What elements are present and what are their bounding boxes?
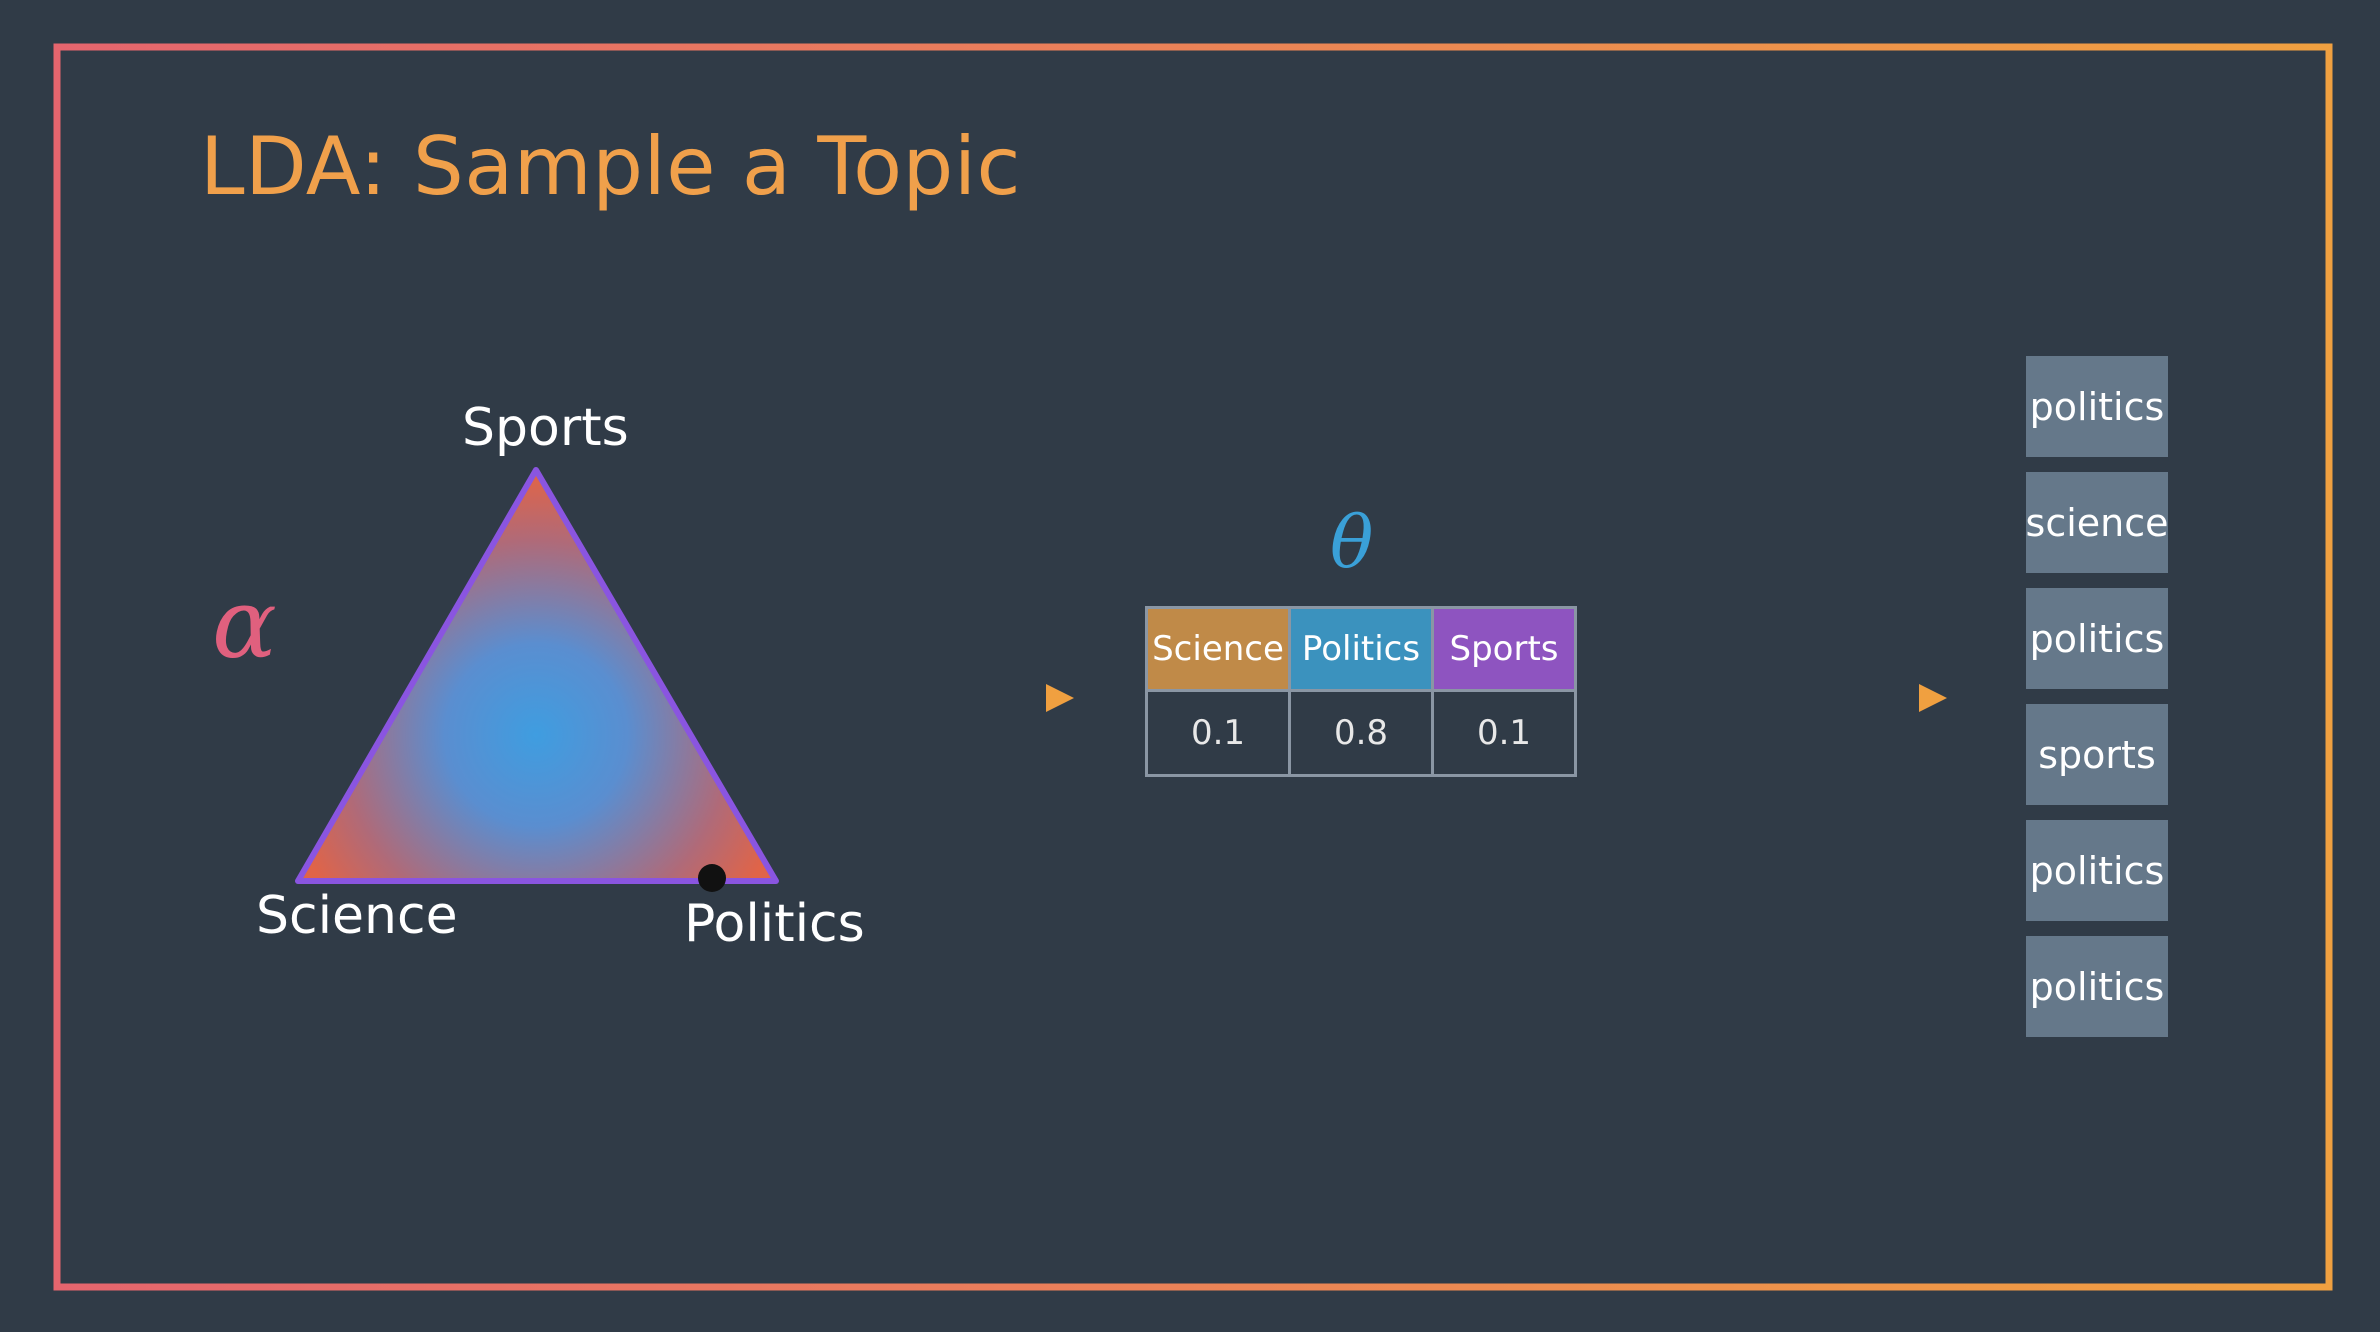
theta-distribution-table: Science Politics Sports 0.1 0.8 0.1 (1145, 606, 1577, 777)
theta-header-politics: Politics (1288, 606, 1434, 692)
theta-header-row: Science Politics Sports (1145, 606, 1577, 692)
dirichlet-simplex-triangle (295, 467, 779, 884)
theta-value-politics: 0.8 (1288, 689, 1434, 777)
theta-header-science: Science (1145, 606, 1291, 692)
sampled-topic-item: science (2026, 472, 2169, 573)
theta-value-row: 0.1 0.8 0.1 (1145, 689, 1577, 777)
sampled-topic-item: politics (2026, 588, 2168, 689)
sampled-topic-list: politics science politics sports politic… (2026, 356, 2169, 1037)
sampled-topic-item: sports (2026, 704, 2168, 805)
sampled-topic-item: politics (2026, 936, 2168, 1037)
theta-symbol: θ (1330, 500, 1374, 584)
slide-border (53, 43, 2333, 1291)
vertex-label-politics: Politics (684, 894, 865, 954)
arrow-theta-to-words (1640, 684, 1947, 712)
arrow-simplex-to-theta (768, 684, 1074, 712)
sampled-point-dot (698, 864, 726, 892)
sampled-topic-item: politics (2026, 356, 2168, 457)
vertex-label-sports: Sports (462, 398, 629, 458)
theta-value-science: 0.1 (1145, 689, 1291, 777)
page-title: LDA: Sample a Topic (200, 120, 1022, 213)
alpha-symbol: α (212, 568, 277, 680)
theta-header-sports: Sports (1431, 606, 1577, 692)
theta-value-sports: 0.1 (1431, 689, 1577, 777)
vertex-label-science: Science (256, 886, 458, 946)
sampled-topic-item: politics (2026, 820, 2168, 921)
